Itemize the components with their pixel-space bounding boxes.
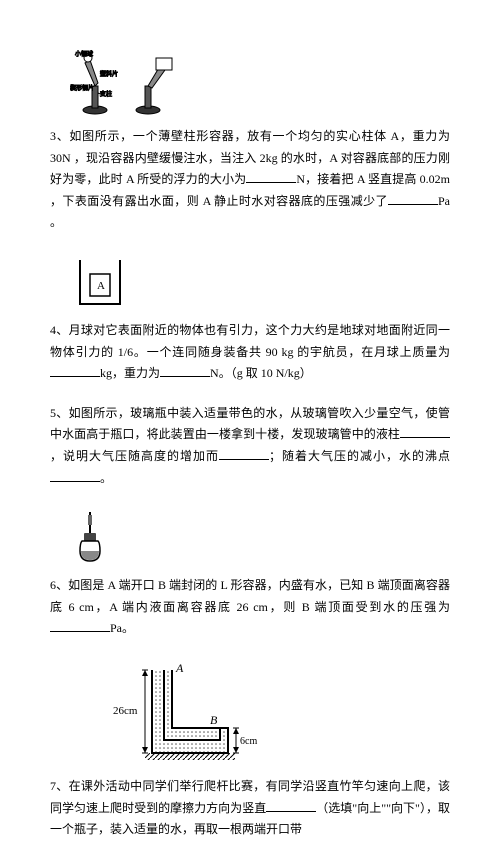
q6-blank	[50, 619, 110, 632]
figure-q3-label: A	[97, 280, 105, 292]
figure-q6-lcontainer: 26cm 6cm A B	[110, 658, 450, 768]
svg-text:6cm: 6cm	[240, 736, 257, 747]
question-7: 7、在课外活动中同学们举行爬杆比赛，有同学沿竖直竹竿匀速向上爬，该同学匀速上爬时…	[50, 776, 450, 841]
q3-weight: 30N	[50, 151, 71, 165]
q4-blank1	[50, 364, 100, 377]
svg-text:小钢球: 小钢球	[75, 50, 93, 58]
svg-text:楔形钢片: 楔形钢片	[70, 84, 94, 92]
q3-mass: 2kg	[260, 151, 278, 165]
q3-text: 3、如图所示，一个薄壁柱形容器，放有一个均匀的实心柱体 A，重力为	[50, 129, 450, 143]
svg-text:B: B	[210, 713, 218, 727]
svg-text:A: A	[175, 661, 184, 675]
figure-q2-apparatus: 小钢球 塑料片 楔形钢片 支柱	[70, 48, 450, 118]
question-3: 3、如图所示，一个薄壁柱形容器，放有一个均匀的实心柱体 A，重力为 30N ，现…	[50, 126, 450, 234]
q3-blank1	[246, 170, 296, 183]
figure-q5-bottle	[70, 507, 450, 567]
q4-blank2	[160, 364, 210, 377]
q5-blank2	[219, 447, 269, 460]
svg-text:支柱: 支柱	[100, 90, 112, 98]
question-6: 6、如图是 A 端开口 B 端封闭的 L 形容器，内盛有水，已知 B 端顶面离容…	[50, 575, 450, 640]
figure-q3-container: A	[70, 252, 450, 312]
q7-blank	[266, 799, 316, 812]
svg-text:塑料片: 塑料片	[100, 70, 118, 78]
q5-blank1	[400, 425, 450, 438]
q3-blank2	[388, 192, 438, 205]
question-5: 5、如图所示，玻璃瓶中装入适量带色的水，从玻璃管吹入少量空气，使管中水面高于瓶口…	[50, 403, 450, 489]
q5-blank3	[50, 469, 100, 482]
question-4: 4、月球对它表面附近的物体也有引力，这个力大约是地球对地面附近同一物体引力的 1…	[50, 320, 450, 385]
